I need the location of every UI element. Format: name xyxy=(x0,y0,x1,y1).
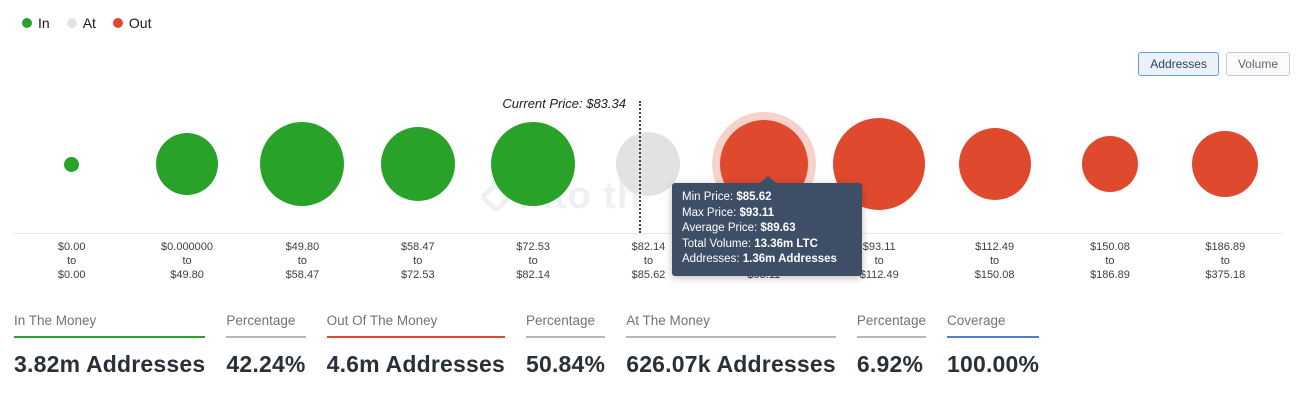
axis-range-label: $0.000000 to $49.80 xyxy=(161,241,214,281)
toggle-addresses-button[interactable]: Addresses xyxy=(1138,52,1219,76)
bubble-zone xyxy=(958,95,1031,233)
axis-range-label: $82.14 to $85.62 xyxy=(631,241,666,281)
toggle-volume-button[interactable]: Volume xyxy=(1225,52,1290,76)
bubble-zone xyxy=(260,95,345,233)
bubble-column: $58.47 to $72.53 xyxy=(360,95,475,282)
bubble-column: $93.11 to $112.49 xyxy=(822,95,937,282)
bubble-tooltip: Min Price: $85.62 Max Price: $93.11 Averag… xyxy=(672,176,862,276)
tooltip-row: Min Price: $85.62 xyxy=(682,191,772,203)
axis-range-label: $49.80 to $58.47 xyxy=(285,241,320,281)
bubble-zone xyxy=(491,95,576,233)
stats-row: In The Money 3.82m Addresses Percentage 42.… xyxy=(14,313,1040,378)
bubble-zone xyxy=(616,95,681,233)
bubble-in[interactable] xyxy=(260,122,345,206)
bubble-out[interactable] xyxy=(1192,131,1259,197)
stat-percentage: Percentage 50.84% xyxy=(525,313,606,378)
stat-percentage: Percentage 42.24% xyxy=(226,313,306,378)
stat-value: 42.24% xyxy=(226,351,306,377)
bubble-zone xyxy=(64,95,80,233)
bubble-out[interactable] xyxy=(1081,136,1138,192)
axis-range-label: $112.49 to $150.08 xyxy=(974,241,1015,281)
bubble-column: $150.08 to $186.89 xyxy=(1052,95,1167,282)
stat-in-the-money: In The Money 3.82m Addresses xyxy=(14,313,206,378)
bubble-column: $112.49 to $150.08 xyxy=(937,95,1052,282)
legend: In At Out xyxy=(22,15,152,31)
legend-dot-icon xyxy=(22,18,32,28)
axis-range-label: $186.89 to $375.18 xyxy=(1205,241,1246,281)
stat-value: 50.84% xyxy=(525,351,606,377)
bubble-column: $0.00 to $0.00 xyxy=(14,95,129,282)
stat-value: 6.92% xyxy=(856,351,924,377)
tooltip-row: Addresses: 1.36m Addresses xyxy=(682,253,837,265)
axis-range-label: $72.53 to $82.14 xyxy=(516,241,550,281)
bubble-zone xyxy=(1081,95,1138,233)
axis-range-label: $0.00 to $0.00 xyxy=(57,241,86,281)
stat-label: Percentage xyxy=(226,313,306,338)
bubble-out[interactable] xyxy=(958,128,1031,200)
stat-label: Coverage xyxy=(946,313,1040,338)
legend-dot-icon xyxy=(112,18,123,28)
bubble-grid: $0.00 to $0.00 $0.000000 to $49.80 $49.80 to $58… xyxy=(14,95,1283,282)
legend-dot-icon xyxy=(66,18,77,28)
legend-label: In xyxy=(38,15,50,31)
stat-at-the-money: At The Money 626.07k Addresses xyxy=(626,313,836,378)
current-price-label: Current Price: $83.34 xyxy=(502,96,626,111)
bubble-at[interactable] xyxy=(616,132,681,196)
view-toggle: Addresses Volume xyxy=(1138,52,1290,76)
stat-label: Out Of The Money xyxy=(326,313,505,338)
axis-range-label: $93.11 to $112.49 xyxy=(859,241,899,281)
axis-range-label: $58.47 to $72.53 xyxy=(400,241,435,281)
bubble-in[interactable] xyxy=(491,122,576,206)
legend-item-out[interactable]: Out xyxy=(112,15,152,31)
bubble-column: $0.000000 to $49.80 xyxy=(129,95,244,282)
current-price-dotted-line xyxy=(639,101,641,233)
stat-value: 100.00% xyxy=(946,351,1040,377)
bubble-column: $72.53 to $82.14 xyxy=(475,95,590,282)
bubble-column: $186.89 to $375.18 xyxy=(1168,95,1283,282)
stat-value: 3.82m Addresses xyxy=(14,351,206,377)
bubble-zone xyxy=(156,95,219,233)
stat-percentage: Percentage 6.92% xyxy=(856,313,926,378)
legend-label: At xyxy=(82,15,96,31)
stat-value: 626.07k Addresses xyxy=(626,351,836,377)
chart: into th Current Price: $83.34 $0.00 to $0.… xyxy=(14,95,1283,290)
bubble-zone xyxy=(1192,95,1259,233)
stat-label: Percentage xyxy=(525,313,606,338)
tooltip-row: Total Volume: 13.36m LTC xyxy=(682,237,818,250)
stat-value: 4.6m Addresses xyxy=(326,351,505,377)
stat-label: Percentage xyxy=(856,313,926,338)
bubble-in[interactable] xyxy=(156,133,219,195)
stat-label: At The Money xyxy=(626,313,836,338)
stat-coverage: Coverage 100.00% xyxy=(946,313,1040,378)
tooltip-row: Max Price: $93.11 xyxy=(682,206,775,219)
axis-line xyxy=(14,233,1283,234)
bubble-zone xyxy=(380,95,455,233)
stat-out-of-the-money: Out Of The Money 4.6m Addresses xyxy=(326,313,505,378)
bubble-column: $49.80 to $58.47 xyxy=(245,95,360,282)
bubble-in[interactable] xyxy=(380,127,455,201)
bubble-in[interactable] xyxy=(64,156,80,172)
legend-label: Out xyxy=(128,15,152,31)
legend-item-at[interactable]: At xyxy=(66,15,96,31)
stat-label: In The Money xyxy=(14,313,206,338)
bubble-column: $82.14 to $85.62 xyxy=(591,95,706,282)
tooltip-row: Average Price: $89.63 xyxy=(682,222,796,234)
legend-item-in[interactable]: In xyxy=(22,15,50,31)
axis-range-label: $150.08 to $186.89 xyxy=(1090,241,1130,281)
